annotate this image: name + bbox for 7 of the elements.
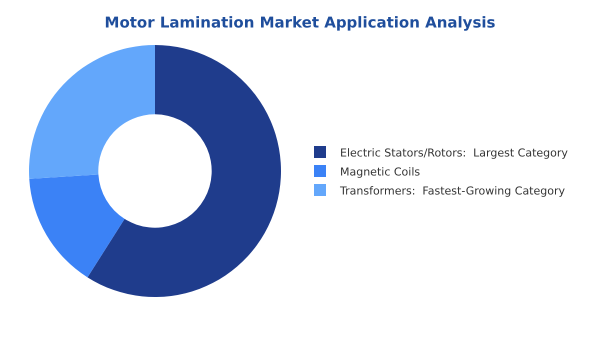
donut-slice: [87, 45, 281, 297]
chart-title: Motor Lamination Market Application Analysis: [104, 13, 496, 32]
legend-label: Magnetic Coils: [340, 165, 420, 178]
donut-slice: [29, 45, 155, 179]
donut-slice: [29, 174, 125, 278]
legend-label: Electric Stators/Rotors: Largest Category: [340, 146, 568, 160]
legend-label: Transformers: Fastest-Growing Category: [339, 184, 566, 198]
